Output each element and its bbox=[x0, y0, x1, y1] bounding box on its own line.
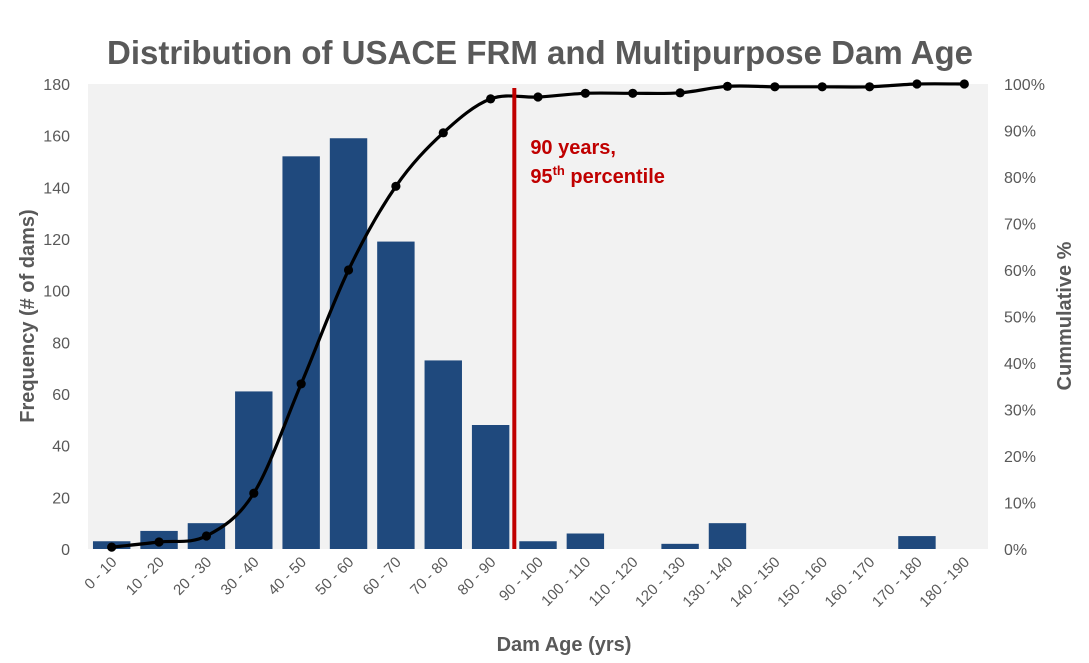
y-tick-0: 0 bbox=[61, 542, 70, 559]
x-tick-110-120: 110 - 120 bbox=[586, 554, 642, 610]
y-axis-title: Frequency (# of dams) bbox=[17, 209, 39, 422]
cumulative-point-100-110 bbox=[580, 88, 590, 98]
x-tick-20-30: 20 - 30 bbox=[170, 554, 215, 599]
cumulative-point-20-30 bbox=[201, 531, 212, 541]
x-axis-title: Dam Age (yrs) bbox=[497, 634, 632, 656]
annotation-percentile-number: 95 bbox=[530, 166, 552, 188]
y-tick-160: 160 bbox=[43, 129, 70, 146]
x-tick-40-50: 40 - 50 bbox=[265, 554, 310, 599]
x-tick-150-160: 150 - 160 bbox=[774, 554, 831, 611]
cumulative-point-60-70 bbox=[391, 181, 401, 191]
reference-layer: 90 years, 95th percentile bbox=[512, 88, 665, 549]
bar-80-90 bbox=[471, 425, 510, 549]
y2-tick-50pct: 50% bbox=[1004, 310, 1036, 327]
y2-tick-90pct: 90% bbox=[1004, 124, 1036, 141]
cumulative-point-120-130 bbox=[675, 88, 685, 98]
cumulative-point-10-20 bbox=[154, 537, 164, 547]
y-tick-180: 180 bbox=[43, 77, 70, 94]
cumulative-point-170-180 bbox=[912, 79, 922, 89]
x-tick-160-170: 160 - 170 bbox=[822, 554, 879, 611]
cumulative-point-80-90 bbox=[486, 94, 496, 104]
x-tick-10-20: 10 - 20 bbox=[123, 554, 168, 599]
x-axis-ticks: 0 - 10 10 - 20 20 - 30 30 - 40 40 - 50 50 - 6… bbox=[81, 554, 973, 611]
y2-tick-100pct: 100% bbox=[1004, 77, 1045, 94]
cumulative-point-160-170 bbox=[864, 82, 875, 92]
annotation-percentile-label: percentile bbox=[565, 166, 665, 188]
y2-tick-40pct: 40% bbox=[1004, 356, 1036, 373]
x-tick-140-150: 140 - 150 bbox=[727, 554, 784, 611]
bar-60-70 bbox=[377, 241, 415, 549]
y-tick-140: 140 bbox=[43, 180, 70, 197]
x-tick-100-110: 100 - 110 bbox=[538, 554, 594, 610]
cumulative-point-70-80 bbox=[438, 128, 448, 138]
x-tick-50-60: 50 - 60 bbox=[312, 554, 357, 599]
y2-tick-20pct: 20% bbox=[1004, 449, 1036, 466]
bar-120-130 bbox=[661, 543, 699, 549]
cumulative-point-130-140 bbox=[722, 81, 733, 91]
y-tick-80: 80 bbox=[52, 335, 70, 352]
y2-tick-10pct: 10% bbox=[1004, 496, 1036, 513]
bar-100-110 bbox=[566, 533, 605, 549]
y-tick-20: 20 bbox=[52, 490, 70, 507]
y-tick-100: 100 bbox=[43, 284, 70, 301]
bar-90-100 bbox=[519, 541, 557, 549]
bar-70-80 bbox=[424, 360, 462, 549]
bar-50-60 bbox=[329, 138, 368, 549]
bar-170-180 bbox=[898, 536, 936, 549]
x-tick-30-40: 30 - 40 bbox=[218, 554, 263, 599]
cumulative-point-110-120 bbox=[628, 88, 638, 98]
cumulative-point-50-60 bbox=[343, 265, 354, 275]
y2-tick-70pct: 70% bbox=[1004, 217, 1036, 234]
y-tick-120: 120 bbox=[43, 232, 70, 249]
cumulative-point-150-160 bbox=[817, 82, 827, 92]
y2-axis-title: Cummulative % bbox=[1054, 241, 1076, 390]
chart-title: Distribution of USACE FRM and Multipurpo… bbox=[107, 34, 973, 71]
cumulative-point-30-40 bbox=[249, 488, 259, 498]
cumulative-point-40-50 bbox=[296, 379, 306, 389]
y2-tick-0pct: 0% bbox=[1004, 542, 1027, 559]
bar-130-140 bbox=[708, 523, 747, 549]
cumulative-point-140-150 bbox=[770, 82, 780, 92]
left-axis-ticks: 0 20 40 60 80 100 120 140 160 180 bbox=[43, 77, 70, 559]
annotation-line-2: 95th percentile bbox=[530, 163, 665, 188]
right-axis-ticks: 0% 10% 20% 30% 40% 50% 60% 70% 80% 90% 100% bbox=[1004, 77, 1045, 559]
cumulative-point-0-10 bbox=[107, 542, 117, 552]
x-tick-60-70: 60 - 70 bbox=[360, 554, 405, 599]
cumulative-point-90-100 bbox=[533, 92, 543, 102]
x-tick-130-140: 130 - 140 bbox=[679, 554, 736, 611]
y2-tick-80pct: 80% bbox=[1004, 170, 1036, 187]
cumulative-point-180-190 bbox=[959, 79, 969, 89]
annotation-percentile-suffix: th bbox=[553, 163, 565, 178]
x-tick-120-130: 120 - 130 bbox=[632, 554, 689, 611]
x-tick-0-10: 0 - 10 bbox=[81, 554, 120, 593]
x-tick-80-90: 80 - 90 bbox=[454, 554, 499, 599]
y-tick-60: 60 bbox=[52, 387, 70, 404]
x-tick-170-180: 170 - 180 bbox=[869, 554, 926, 611]
x-tick-70-80: 70 - 80 bbox=[407, 554, 452, 599]
y-tick-40: 40 bbox=[52, 439, 70, 456]
annotation-line-1: 90 years, bbox=[530, 137, 616, 159]
y2-tick-60pct: 60% bbox=[1004, 263, 1036, 280]
cumulative-markers-layer bbox=[107, 79, 969, 552]
x-tick-180-190: 180 - 190 bbox=[916, 554, 973, 611]
y2-tick-30pct: 30% bbox=[1004, 403, 1036, 420]
